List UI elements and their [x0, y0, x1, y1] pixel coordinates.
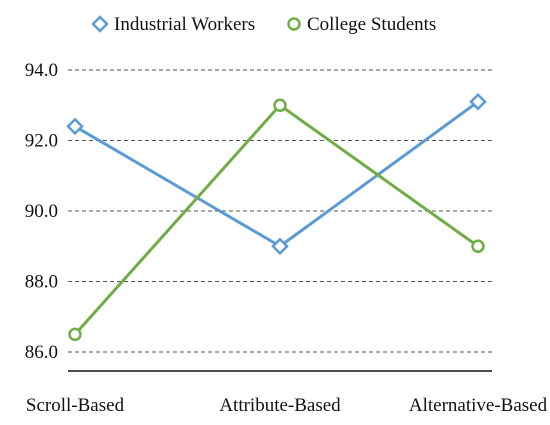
data-point-circle — [471, 239, 485, 253]
y-tick-label: 90.0 — [25, 201, 58, 222]
x-category-label: Alternative-Based — [409, 395, 548, 416]
legend-marker-diamond — [91, 15, 109, 33]
legend-label: College Students — [307, 14, 436, 35]
y-tick-label: 92.0 — [25, 131, 58, 152]
x-category-label: Scroll-Based — [26, 395, 125, 416]
series-group — [66, 92, 487, 342]
legend: Industrial Workers College Students — [91, 14, 436, 35]
y-axis-tick-labels: 94.0 92.0 90.0 88.0 86.0 — [25, 60, 58, 363]
series-line-0 — [74, 100, 479, 248]
data-point-diamond — [469, 92, 487, 111]
legend-marker-circle — [287, 17, 301, 31]
series-line-1 — [73, 103, 479, 336]
gridlines — [68, 69, 492, 353]
x-category-label: Attribute-Based — [219, 395, 341, 416]
y-tick-label: 94.0 — [25, 60, 58, 81]
y-tick-label: 86.0 — [25, 342, 58, 363]
y-tick-label: 88.0 — [25, 272, 58, 293]
data-point-diamond — [271, 237, 289, 256]
data-point-circle — [68, 327, 82, 342]
x-axis-category-labels: Scroll-Based Attribute-Based Alternative-B… — [26, 395, 548, 416]
data-point-diamond — [66, 117, 84, 136]
legend-label: Industrial Workers — [114, 14, 255, 35]
data-point-circle — [273, 98, 287, 112]
